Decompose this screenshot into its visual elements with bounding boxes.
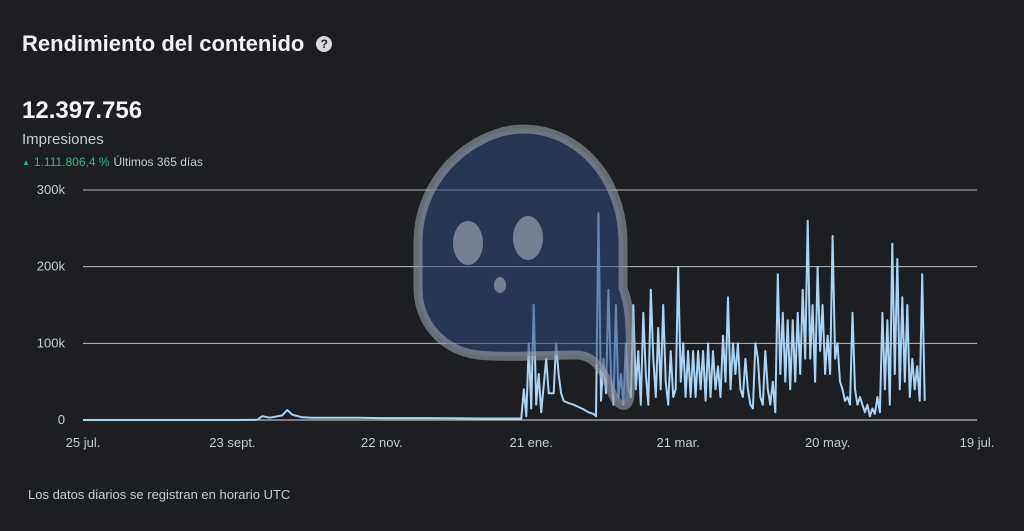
panel-title: Rendimiento del contenido bbox=[22, 31, 305, 56]
y-tick-label: 100k bbox=[37, 335, 66, 350]
impressions-series-line bbox=[83, 212, 926, 421]
x-tick-label: 21 ene. bbox=[510, 435, 553, 450]
y-tick-label: 200k bbox=[37, 259, 66, 274]
x-axis-ticks: 25 jul. 23 sept. 22 nov. 21 ene. 21 mar. 20 m… bbox=[66, 435, 995, 450]
ghost-watermark-icon bbox=[413, 124, 635, 410]
footer-note: Los datos diarios se registran en horari… bbox=[28, 487, 291, 502]
title-row: Rendimiento del contenido ? bbox=[22, 31, 333, 57]
change-value: 1.111.806,4 % bbox=[33, 155, 110, 169]
x-tick-label: 19 jul. bbox=[960, 435, 995, 450]
x-tick-label: 23 sept. bbox=[209, 435, 255, 450]
x-tick-label: 20 may. bbox=[805, 435, 850, 450]
x-tick-label: 22 nov. bbox=[361, 435, 403, 450]
help-icon[interactable]: ? bbox=[316, 36, 333, 52]
x-tick-label: 25 jul. bbox=[66, 435, 101, 450]
impressions-total: 12.397.756 bbox=[22, 97, 143, 124]
y-tick-label: 300k bbox=[37, 182, 66, 197]
impressions-label: Impresiones bbox=[22, 131, 104, 148]
change-period: Últimos 365 días bbox=[113, 155, 203, 169]
x-tick-label: 21 mar. bbox=[656, 435, 699, 450]
y-tick-label: 0 bbox=[58, 412, 65, 427]
y-axis-ticks: 0 100k 200k 300k bbox=[37, 182, 66, 427]
change-row: ▲ 1.111.806,4 % Últimos 365 días bbox=[22, 155, 203, 169]
triangle-up-icon: ▲ bbox=[22, 157, 30, 167]
series-layer bbox=[83, 212, 926, 421]
